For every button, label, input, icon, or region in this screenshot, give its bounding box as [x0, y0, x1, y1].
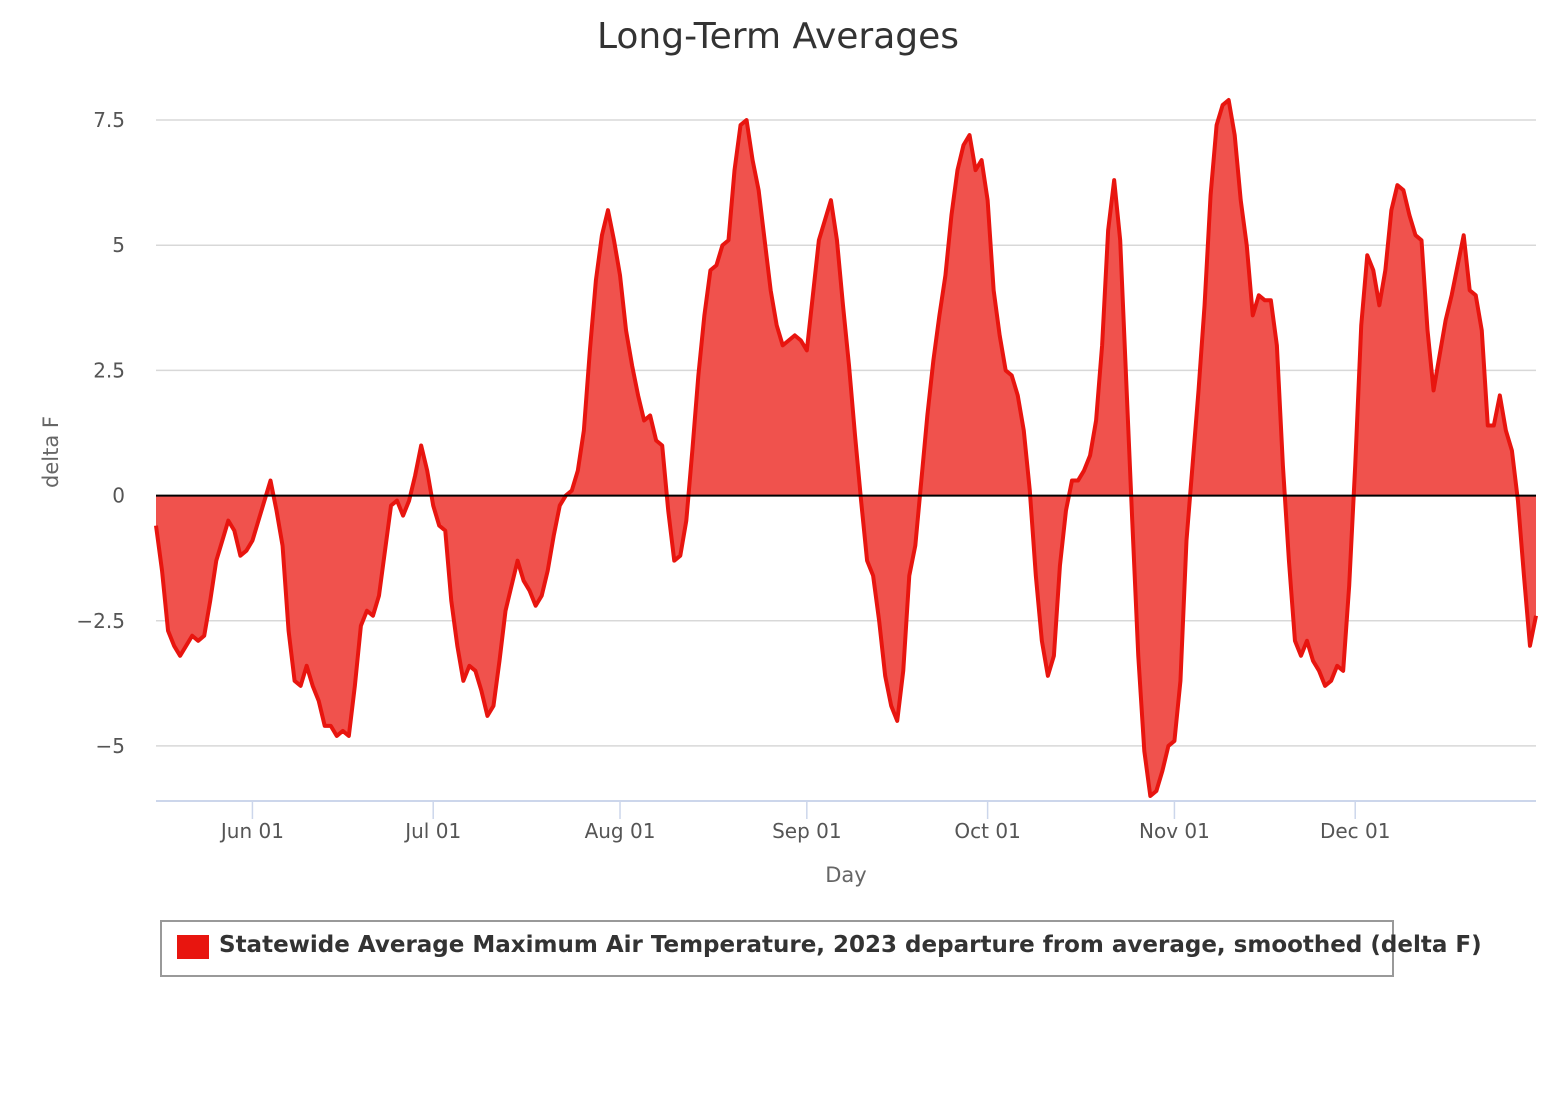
y-tick-label: 0: [112, 484, 125, 508]
x-tick-label: Dec 01: [1320, 819, 1391, 843]
y-tick-label: 2.5: [93, 358, 125, 382]
x-tick-label: Jun 01: [219, 819, 284, 843]
legend-swatch: [177, 935, 209, 959]
series-layer: [154, 98, 1538, 798]
y-tick-label: 5: [112, 233, 125, 257]
y-tick-label: 7.5: [93, 108, 125, 132]
y-tick-label: −5: [96, 734, 125, 758]
y-tick-label: −2.5: [76, 609, 125, 633]
chart-title: Long-Term Averages: [597, 16, 959, 57]
series-line: [154, 98, 1538, 798]
x-axis-ticks: Jun 01 Jul 01 Aug 01 Sep 01 Oct 01 Nov 01 Dec …: [219, 801, 1391, 843]
x-tick-label: Oct 01: [954, 819, 1020, 843]
y-axis-title: delta F: [39, 416, 63, 488]
x-tick-label: Aug 01: [585, 819, 656, 843]
x-tick-label: Jul 01: [403, 819, 461, 843]
x-tick-label: Sep 01: [772, 819, 842, 843]
x-axis-title: Day: [825, 863, 866, 887]
legend[interactable]: Statewide Average Maximum Air Temperatur…: [160, 920, 1482, 977]
y-axis-ticks: 7.5 5 2.5 0 −2.5 −5: [76, 108, 125, 758]
series-area: [156, 100, 1536, 796]
x-tick-label: Nov 01: [1139, 819, 1210, 843]
legend-label[interactable]: Statewide Average Maximum Air Temperatur…: [219, 932, 1482, 958]
